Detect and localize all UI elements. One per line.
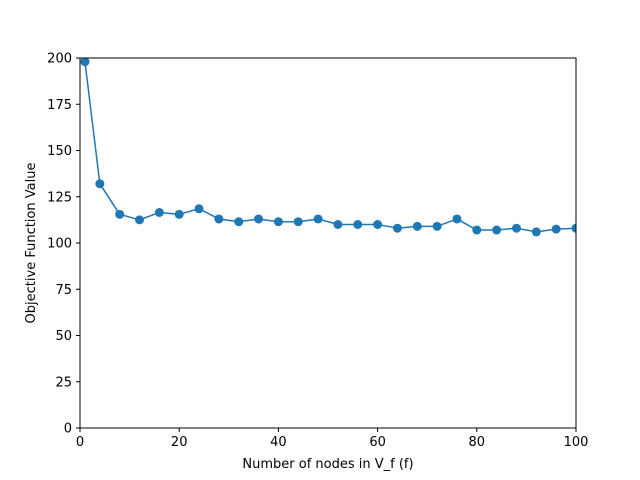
y-tick-label: 0 <box>64 422 72 437</box>
x-tick-label: 60 <box>369 435 386 450</box>
data-point <box>174 209 184 219</box>
data-point <box>452 214 462 224</box>
data-point <box>531 227 541 237</box>
y-tick-label: 125 <box>47 190 72 205</box>
y-axis-title: Objective Function Value <box>24 163 39 324</box>
data-point <box>135 215 145 225</box>
data-point <box>154 207 164 217</box>
data-point <box>115 209 125 219</box>
series-layer <box>80 58 576 237</box>
data-point <box>412 221 422 231</box>
y-tick-label: 25 <box>55 375 72 390</box>
data-point <box>392 223 402 233</box>
x-tick-label: 80 <box>469 435 486 450</box>
data-point <box>214 214 224 224</box>
y-tick-label: 100 <box>47 237 72 252</box>
x-axis-ticks: 0 20 40 60 80 100 <box>76 428 589 450</box>
x-tick-label: 40 <box>270 435 287 450</box>
data-point <box>80 58 90 67</box>
data-point <box>551 224 561 234</box>
data-point <box>353 220 363 229</box>
y-tick-label: 150 <box>47 144 72 159</box>
x-tick-label: 0 <box>76 435 84 450</box>
series-line <box>84 61 576 233</box>
data-point <box>95 179 105 189</box>
x-tick-label: 20 <box>171 435 188 450</box>
y-tick-label: 200 <box>47 52 72 67</box>
data-point <box>472 225 482 235</box>
y-axis-ticks: 0 25 50 75 100 125 150 175 200 <box>47 52 80 437</box>
data-point <box>333 220 343 229</box>
data-point <box>373 220 383 229</box>
data-point <box>273 217 283 227</box>
data-point <box>293 217 303 227</box>
data-point <box>492 225 502 235</box>
data-point <box>571 223 576 233</box>
x-axis-title: Number of nodes in V_f (f) <box>242 457 413 472</box>
y-tick-label: 175 <box>47 98 72 113</box>
x-tick-label: 100 <box>564 435 589 450</box>
data-point <box>313 214 323 224</box>
data-point <box>511 223 521 233</box>
data-point <box>194 204 204 214</box>
y-tick-label: 75 <box>55 283 72 298</box>
y-tick-label: 50 <box>55 329 72 344</box>
axes-frame <box>79 57 577 429</box>
data-point <box>432 221 442 231</box>
data-point <box>254 214 264 224</box>
data-point <box>234 217 244 227</box>
